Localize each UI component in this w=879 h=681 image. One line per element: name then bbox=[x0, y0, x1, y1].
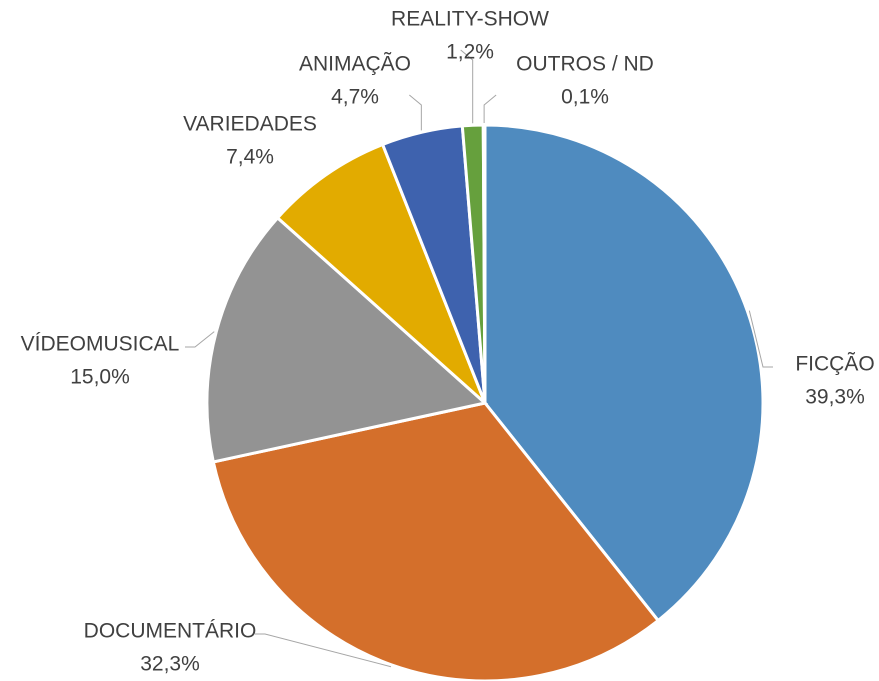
slice-label: VARIEDADES bbox=[183, 113, 317, 136]
slice-value-label: 4,7% bbox=[331, 86, 379, 109]
slice-value-label: 32,3% bbox=[140, 653, 200, 676]
leader-line bbox=[483, 94, 497, 124]
slice-label: FICÇÃO bbox=[795, 352, 874, 376]
slice-value-label: 0,1% bbox=[561, 86, 609, 109]
leader-line bbox=[409, 94, 422, 131]
slice-value-label: 1,2% bbox=[446, 41, 494, 64]
slice-value-label: 15,0% bbox=[70, 366, 130, 389]
slice-label: DOCUMENTÁRIO bbox=[84, 620, 257, 643]
slice-label: OUTROS / ND bbox=[516, 53, 654, 76]
pie-slice bbox=[481, 123, 487, 404]
pie-slice bbox=[275, 142, 487, 405]
pie-slice bbox=[205, 215, 489, 464]
slice-label: REALITY-SHOW bbox=[391, 8, 549, 31]
leader-line bbox=[748, 310, 773, 368]
slice-label: VÍDEOMUSICAL bbox=[21, 333, 180, 356]
leader-line bbox=[255, 633, 392, 668]
slice-label: ANIMAÇÃO bbox=[299, 52, 411, 76]
leader-line bbox=[460, 49, 474, 124]
slice-value-label: 39,3% bbox=[805, 386, 865, 409]
leader-line bbox=[185, 331, 215, 348]
pie-slice bbox=[483, 123, 765, 623]
pie-slice bbox=[211, 401, 661, 681]
slice-value-label: 7,4% bbox=[226, 146, 274, 169]
